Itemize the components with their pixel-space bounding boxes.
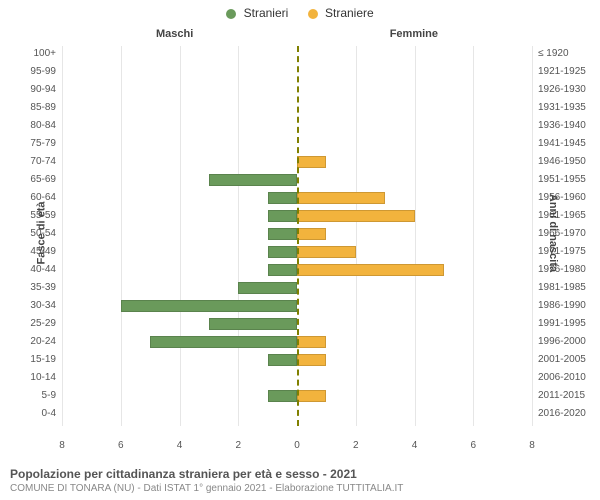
- birth-label: 1971-1975: [538, 244, 586, 260]
- age-label: 90-94: [30, 82, 56, 98]
- dot-icon: [308, 9, 318, 19]
- x-tick-label: 8: [529, 440, 535, 451]
- birth-label: 1926-1930: [538, 82, 586, 98]
- x-tick-label: 2: [235, 440, 241, 451]
- chart-container: Stranieri Straniere Maschi Femmine Fasce…: [0, 0, 600, 500]
- x-tick-label: 6: [118, 440, 124, 451]
- age-label: 45-49: [30, 244, 56, 260]
- x-tick-label: 0: [294, 440, 300, 451]
- birth-label: 1946-1950: [538, 154, 586, 170]
- gridline: [532, 46, 533, 426]
- birth-label: 2006-2010: [538, 370, 586, 386]
- bar-male: [268, 246, 297, 258]
- age-label: 80-84: [30, 118, 56, 134]
- birth-label: 1976-1980: [538, 262, 586, 278]
- column-title-male: Maschi: [156, 28, 193, 40]
- age-label: 95-99: [30, 64, 56, 80]
- center-axis-line: [297, 46, 299, 426]
- bar-male: [268, 390, 297, 402]
- dot-icon: [226, 9, 236, 19]
- chart-footer: Popolazione per cittadinanza straniera p…: [10, 467, 590, 494]
- birth-label: 1991-1995: [538, 316, 586, 332]
- age-label: 85-89: [30, 100, 56, 116]
- legend: Stranieri Straniere: [0, 6, 600, 20]
- birth-label: 1961-1965: [538, 208, 586, 224]
- bar-male: [268, 228, 297, 240]
- birth-label: 1996-2000: [538, 334, 586, 350]
- age-label: 30-34: [30, 298, 56, 314]
- birth-label: 1921-1925: [538, 64, 586, 80]
- bar-female: [297, 210, 415, 222]
- bar-male: [121, 300, 297, 312]
- chart-title: Popolazione per cittadinanza straniera p…: [10, 467, 590, 481]
- x-tick-label: 6: [470, 440, 476, 451]
- x-tick-label: 2: [353, 440, 359, 451]
- birth-label: 2011-2015: [538, 388, 585, 404]
- birth-label: 1936-1940: [538, 118, 586, 134]
- birth-label: 2016-2020: [538, 406, 586, 422]
- age-label: 75-79: [30, 136, 56, 152]
- bar-male: [238, 282, 297, 294]
- age-label: 10-14: [30, 370, 56, 386]
- age-label: 70-74: [30, 154, 56, 170]
- birth-label: ≤ 1920: [538, 46, 569, 62]
- age-label: 40-44: [30, 262, 56, 278]
- bar-female: [297, 228, 326, 240]
- birth-label: 1986-1990: [538, 298, 586, 314]
- x-tick-label: 4: [177, 440, 183, 451]
- birth-label: 1941-1945: [538, 136, 586, 152]
- birth-label: 1966-1970: [538, 226, 586, 242]
- column-title-female: Femmine: [390, 28, 438, 40]
- legend-label-female: Straniere: [325, 6, 374, 20]
- x-tick-label: 4: [412, 440, 418, 451]
- bar-female: [297, 156, 326, 168]
- bar-male: [268, 210, 297, 222]
- x-axis: 8 6 4 2 0 2 4 6 8: [62, 440, 532, 456]
- bar-male: [209, 318, 297, 330]
- legend-label-male: Stranieri: [244, 6, 289, 20]
- x-tick-label: 8: [59, 440, 65, 451]
- bar-female: [297, 354, 326, 366]
- bar-female: [297, 336, 326, 348]
- legend-item-male: Stranieri: [226, 6, 288, 20]
- age-label: 20-24: [30, 334, 56, 350]
- age-label: 25-29: [30, 316, 56, 332]
- age-label: 60-64: [30, 190, 56, 206]
- bar-female: [297, 390, 326, 402]
- age-label: 15-19: [30, 352, 56, 368]
- bar-female: [297, 264, 444, 276]
- age-label: 100+: [33, 46, 56, 62]
- bar-male: [268, 192, 297, 204]
- plot-area: Maschi Femmine Fasce di età Anni di nasc…: [62, 28, 532, 438]
- chart-subtitle: COMUNE DI TONARA (NU) - Dati ISTAT 1° ge…: [10, 483, 590, 494]
- birth-label: 1981-1985: [538, 280, 586, 296]
- age-label: 50-54: [30, 226, 56, 242]
- age-label: 5-9: [42, 388, 56, 404]
- bar-male: [268, 354, 297, 366]
- bar-male: [268, 264, 297, 276]
- birth-label: 1931-1935: [538, 100, 586, 116]
- birth-label: 1951-1955: [538, 172, 586, 188]
- age-label: 55-59: [30, 208, 56, 224]
- age-label: 35-39: [30, 280, 56, 296]
- birth-label: 2001-2005: [538, 352, 586, 368]
- birth-label: 1956-1960: [538, 190, 586, 206]
- bar-female: [297, 192, 385, 204]
- bar-male: [150, 336, 297, 348]
- age-label: 0-4: [42, 406, 56, 422]
- legend-item-female: Straniere: [308, 6, 374, 20]
- plot-background: 100+≤ 192095-991921-192590-941926-193085…: [62, 46, 532, 426]
- bar-female: [297, 246, 356, 258]
- bar-male: [209, 174, 297, 186]
- age-label: 65-69: [30, 172, 56, 188]
